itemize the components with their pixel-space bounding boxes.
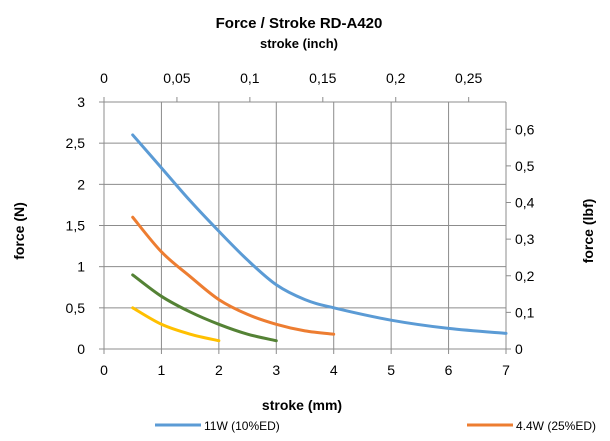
secondary-x-tick-label: 0,15: [309, 70, 336, 86]
secondary-y-axis-label: force (lbf): [580, 199, 596, 264]
chart-title: Force / Stroke RD-A420: [216, 15, 383, 32]
secondary-x-tick-label: 0,25: [455, 70, 482, 86]
x-tick-label: 3: [272, 362, 280, 378]
secondary-y-tick-label: 0,3: [515, 231, 535, 247]
secondary-y-tick-label: 0,5: [515, 158, 535, 174]
legend-label-1: 11W (10%ED): [204, 419, 280, 433]
series-line-1: [131, 133, 508, 335]
secondary-y-tick-label: 0: [515, 341, 523, 357]
secondary-y-tick-label: 0,6: [515, 121, 535, 137]
legend: 11W (10%ED) 4.4W (25%ED): [155, 419, 596, 433]
y-tick-label: 1: [77, 259, 85, 275]
y-tick-label: 3: [77, 94, 85, 110]
x-axis-label: stroke (mm): [262, 397, 342, 413]
grid: [104, 101, 507, 349]
secondary-x-axis-label: stroke (inch): [260, 36, 338, 51]
secondary-x-tick-label: 0,2: [386, 70, 406, 86]
secondary-x-tick-label: 0: [100, 70, 108, 86]
x-tick-label: 1: [158, 362, 166, 378]
y-axis-label: force (N): [11, 202, 27, 260]
series-line-4: [131, 306, 221, 343]
secondary-x-tick-label: 0,1: [240, 70, 260, 86]
x-tick-label: 2: [215, 362, 223, 378]
y-tick-label: 0,5: [66, 300, 86, 316]
y-tick-label: 2,5: [66, 135, 86, 151]
secondary-x-tick-label: 0,05: [163, 70, 190, 86]
tick-labels: 0 1 2 3 4 5 6 700,511,522,530 0,05 0,1 0,15 0,2 0,25…: [66, 70, 535, 378]
x-tick-label: 5: [387, 362, 395, 378]
y-tick-label: 0: [77, 341, 85, 357]
secondary-y-tick-label: 0,2: [515, 268, 535, 284]
x-tick-label: 0: [100, 362, 108, 378]
series-line-3: [131, 273, 278, 343]
secondary-y-tick-label: 0,4: [515, 195, 535, 211]
x-tick-label: 7: [502, 362, 510, 378]
series-line-2: [131, 215, 336, 336]
legend-label-2: 4.4W (25%ED): [516, 419, 596, 433]
x-tick-label: 4: [330, 362, 338, 378]
series-lines: [131, 133, 508, 343]
y-tick-label: 2: [77, 176, 85, 192]
y-tick-label: 1,5: [66, 218, 86, 234]
secondary-y-tick-label: 0,1: [515, 304, 535, 320]
axes: [99, 97, 511, 354]
x-tick-label: 6: [445, 362, 453, 378]
